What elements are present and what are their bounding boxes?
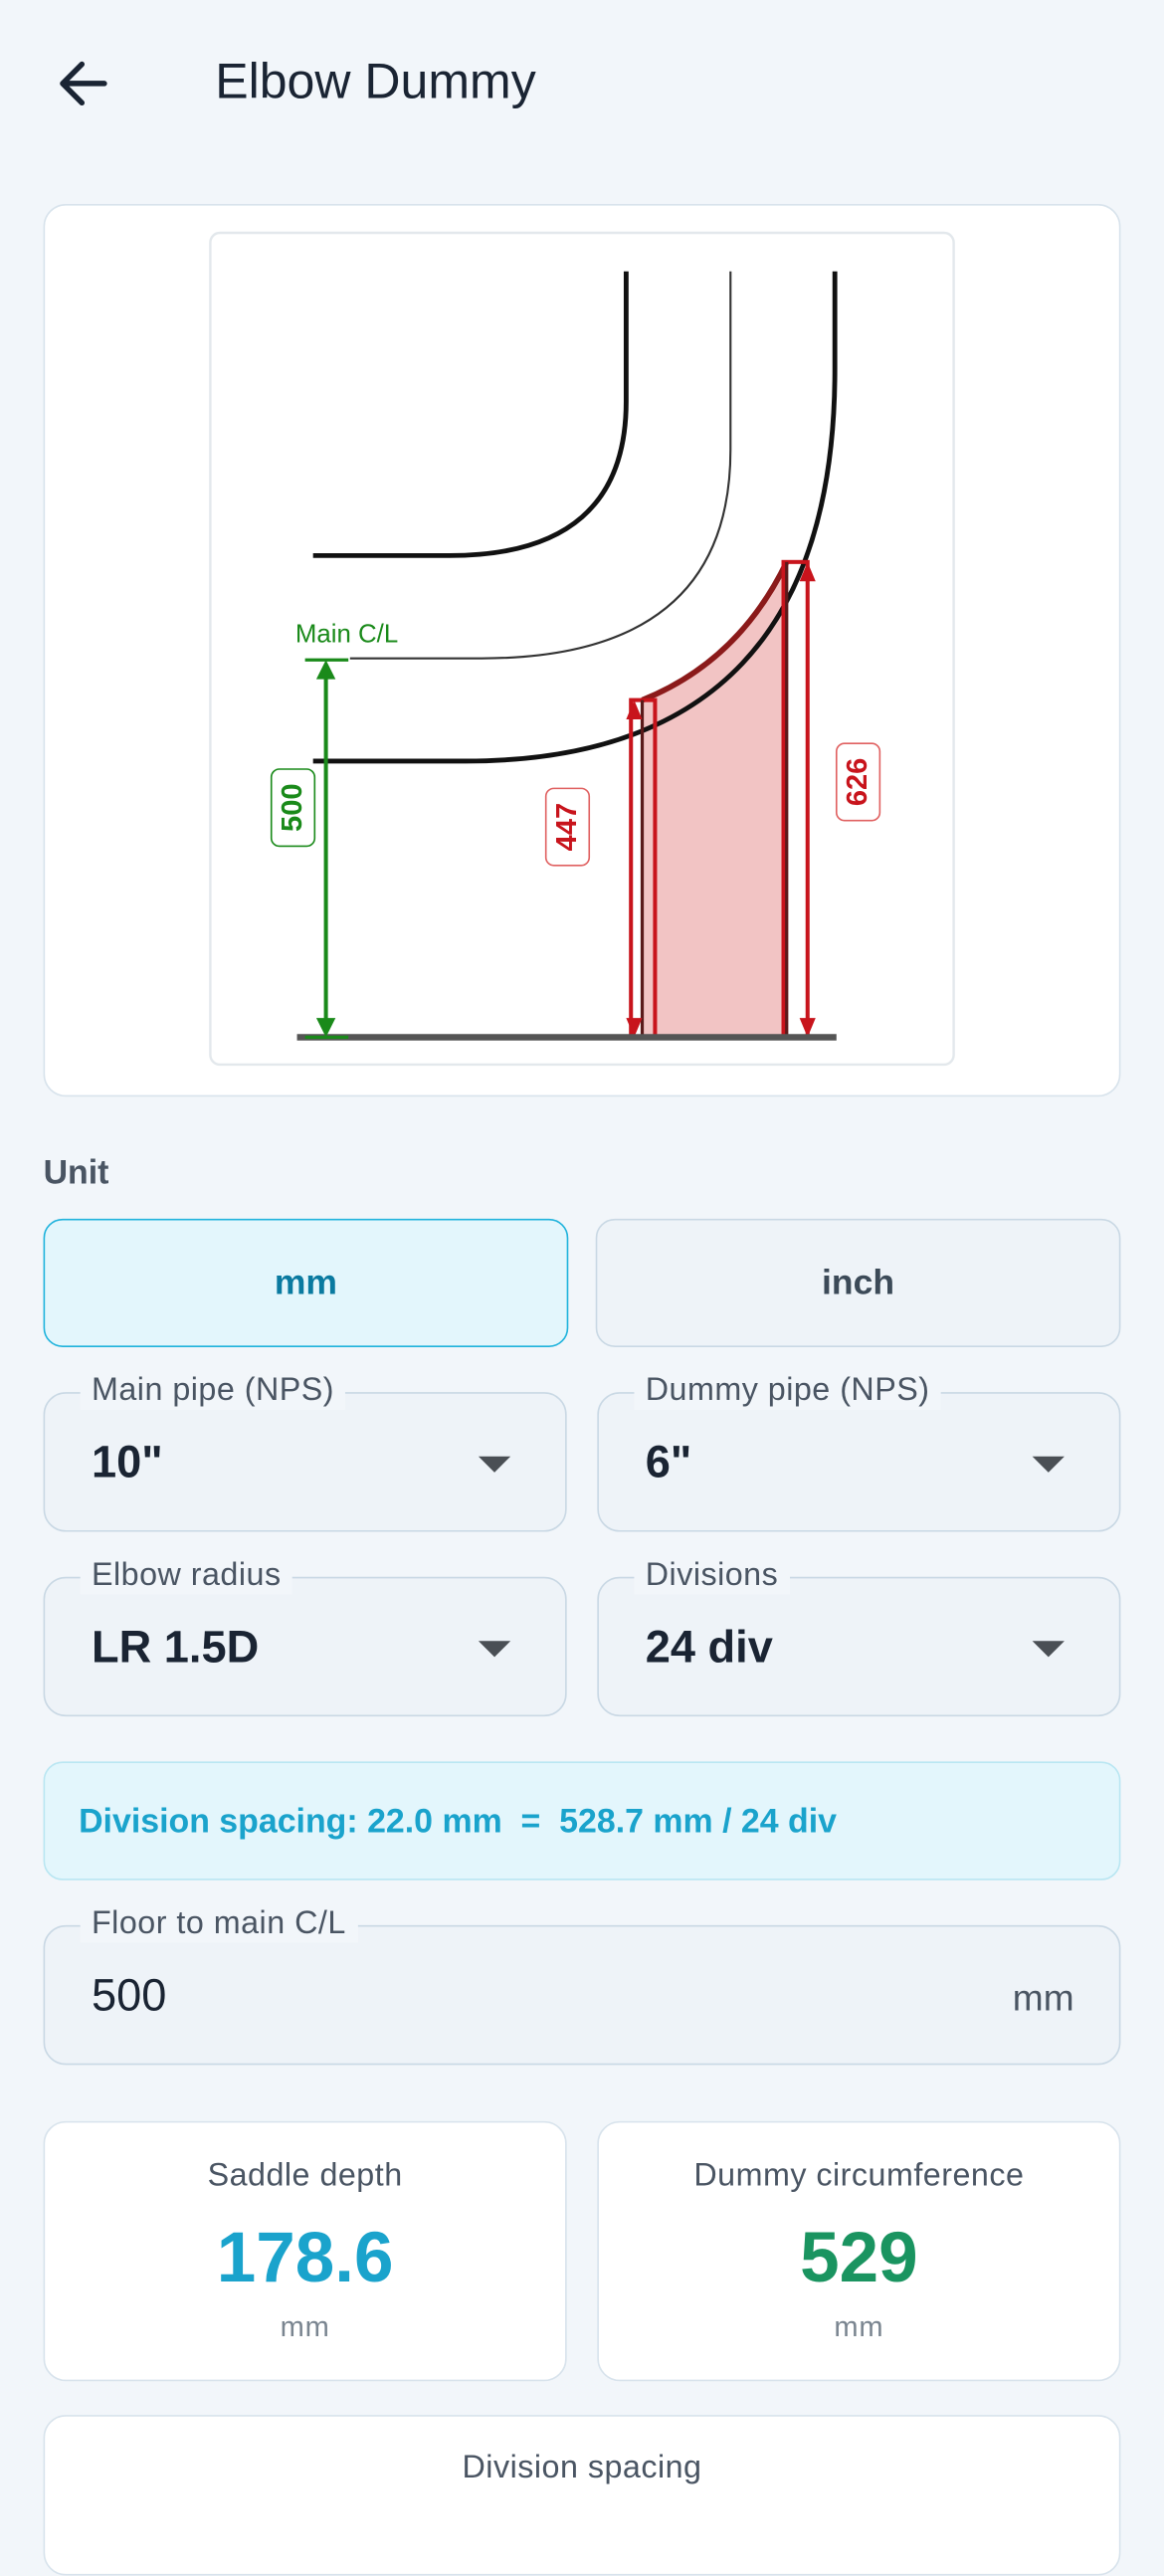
dim-right-label: 626 xyxy=(842,758,873,806)
floor-height-label: 500 xyxy=(277,784,308,832)
screen-title: Elbow Dummy xyxy=(215,53,536,109)
result-unit: mm xyxy=(280,2310,330,2343)
division-spacing-card: Division spacing xyxy=(43,2415,1121,2576)
dropdown-arrow xyxy=(1032,1641,1065,1658)
result-card: Saddle depth 178.6 mm xyxy=(43,2120,567,2382)
result-value: 529 xyxy=(800,2219,918,2298)
dropdown-arrow xyxy=(478,1456,511,1473)
result-unit: mm xyxy=(834,2310,884,2343)
page: Elbow Dummy Main C/L 500 447 626 Unit mm… xyxy=(43,48,1121,2576)
result-card: Dummy circumference 529 mm xyxy=(597,2120,1121,2382)
floor-input-label: Floor to main C/L xyxy=(80,1905,358,1943)
result-label: Saddle depth xyxy=(207,2157,403,2194)
dropdown-field[interactable]: Elbow radius LR 1.5D xyxy=(43,1557,567,1717)
field-value: 6" xyxy=(645,1437,692,1487)
dropdown-field[interactable]: Main pipe (NPS) 10" xyxy=(43,1372,567,1532)
dropdown-field[interactable]: Divisions 24 div xyxy=(597,1557,1121,1717)
field-label: Dummy pipe (NPS) xyxy=(634,1372,941,1410)
field-value: LR 1.5D xyxy=(91,1621,260,1672)
floor-input-unit: mm xyxy=(1012,1976,1074,2019)
field-label: Elbow radius xyxy=(80,1557,292,1595)
back-button[interactable] xyxy=(48,48,118,118)
floor-input[interactable]: Floor to main C/L 500 mm xyxy=(43,1905,1121,2066)
main-cl-label: Main C/L xyxy=(295,621,398,649)
unit-label: Unit xyxy=(43,1154,109,1192)
field-value: 24 div xyxy=(645,1621,773,1672)
result-value: 178.6 xyxy=(216,2219,394,2298)
dim-left-label: 447 xyxy=(551,803,583,851)
unit-inch-button[interactable]: inch xyxy=(595,1218,1121,1347)
dropdown-arrow xyxy=(478,1641,511,1658)
floor-input-value: 500 xyxy=(91,1970,167,2021)
field-label: Divisions xyxy=(634,1557,790,1595)
app-screen: Elbow Dummy Main C/L 500 447 626 Unit mm… xyxy=(43,48,1121,2576)
dropdown-field[interactable]: Dummy pipe (NPS) 6" xyxy=(597,1372,1121,1532)
field-label: Main pipe (NPS) xyxy=(80,1372,346,1410)
elbow-diagram: Main C/L 500 447 626 xyxy=(209,231,955,1067)
info-text: Division spacing: 22.0 mm = 528.7 mm / 2… xyxy=(79,1803,837,1841)
info-box: Division spacing: 22.0 mm = 528.7 mm / 2… xyxy=(43,1761,1121,1881)
field-value: 10" xyxy=(91,1437,163,1487)
dropdown-arrow xyxy=(1032,1456,1065,1473)
card-label: Division spacing xyxy=(462,2450,702,2486)
result-label: Dummy circumference xyxy=(693,2157,1025,2194)
unit-mm-button[interactable]: mm xyxy=(43,1218,569,1347)
